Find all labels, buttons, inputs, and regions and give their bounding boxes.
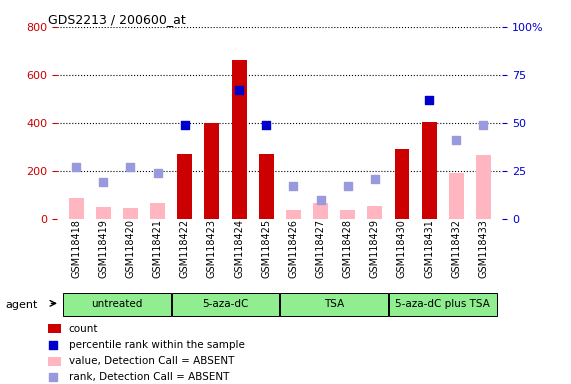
Text: GSM118423: GSM118423 <box>207 219 217 278</box>
Point <box>126 164 135 170</box>
Bar <box>177 154 192 219</box>
Text: GSM118425: GSM118425 <box>261 219 271 278</box>
Text: GSM118432: GSM118432 <box>451 219 461 278</box>
Point <box>479 122 488 128</box>
Bar <box>422 122 437 219</box>
Bar <box>367 206 383 219</box>
Text: GSM118422: GSM118422 <box>180 219 190 278</box>
Bar <box>259 154 274 219</box>
Point <box>425 97 434 103</box>
Point <box>262 122 271 128</box>
FancyBboxPatch shape <box>280 293 388 316</box>
Text: GSM118428: GSM118428 <box>343 219 353 278</box>
Point <box>180 122 190 128</box>
Text: GSM118433: GSM118433 <box>478 219 488 278</box>
Text: 5-aza-dC plus TSA: 5-aza-dC plus TSA <box>395 299 490 309</box>
Text: GSM118427: GSM118427 <box>316 219 325 278</box>
FancyBboxPatch shape <box>389 293 497 316</box>
Text: percentile rank within the sample: percentile rank within the sample <box>69 340 245 350</box>
Text: 5-aza-dC: 5-aza-dC <box>202 299 248 309</box>
Text: value, Detection Call = ABSENT: value, Detection Call = ABSENT <box>69 356 234 366</box>
Bar <box>476 155 491 219</box>
Text: GDS2213 / 200600_at: GDS2213 / 200600_at <box>48 13 186 26</box>
Bar <box>48 324 61 333</box>
Bar <box>204 123 219 219</box>
Bar <box>340 210 355 219</box>
Bar <box>123 208 138 219</box>
Bar <box>232 61 247 219</box>
Point <box>71 164 81 170</box>
Text: GSM118426: GSM118426 <box>288 219 299 278</box>
Point <box>49 374 58 381</box>
Text: GSM118421: GSM118421 <box>152 219 163 278</box>
Text: GSM118429: GSM118429 <box>370 219 380 278</box>
Point <box>343 183 352 189</box>
Text: GSM118430: GSM118430 <box>397 219 407 278</box>
Point <box>99 179 108 185</box>
Text: GSM118424: GSM118424 <box>234 219 244 278</box>
Point <box>289 183 298 189</box>
Bar <box>48 357 61 366</box>
Text: TSA: TSA <box>324 299 344 309</box>
Text: rank, Detection Call = ABSENT: rank, Detection Call = ABSENT <box>69 372 229 382</box>
Text: GSM118420: GSM118420 <box>126 219 135 278</box>
Point <box>452 137 461 143</box>
Text: GSM118418: GSM118418 <box>71 219 81 278</box>
Text: untreated: untreated <box>91 299 143 309</box>
Point <box>153 170 162 176</box>
Bar <box>69 199 83 219</box>
Text: GSM118431: GSM118431 <box>424 219 434 278</box>
Bar <box>449 173 464 219</box>
Text: agent: agent <box>6 300 38 310</box>
Bar <box>286 210 301 219</box>
Text: GSM118419: GSM118419 <box>98 219 108 278</box>
Point <box>49 342 58 348</box>
Point <box>316 197 325 203</box>
Point <box>370 175 379 182</box>
Bar <box>150 203 165 219</box>
Bar <box>313 203 328 219</box>
Bar <box>96 207 111 219</box>
FancyBboxPatch shape <box>63 293 171 316</box>
FancyBboxPatch shape <box>172 293 279 316</box>
Bar <box>395 149 409 219</box>
Point <box>235 87 244 93</box>
Text: count: count <box>69 323 98 334</box>
